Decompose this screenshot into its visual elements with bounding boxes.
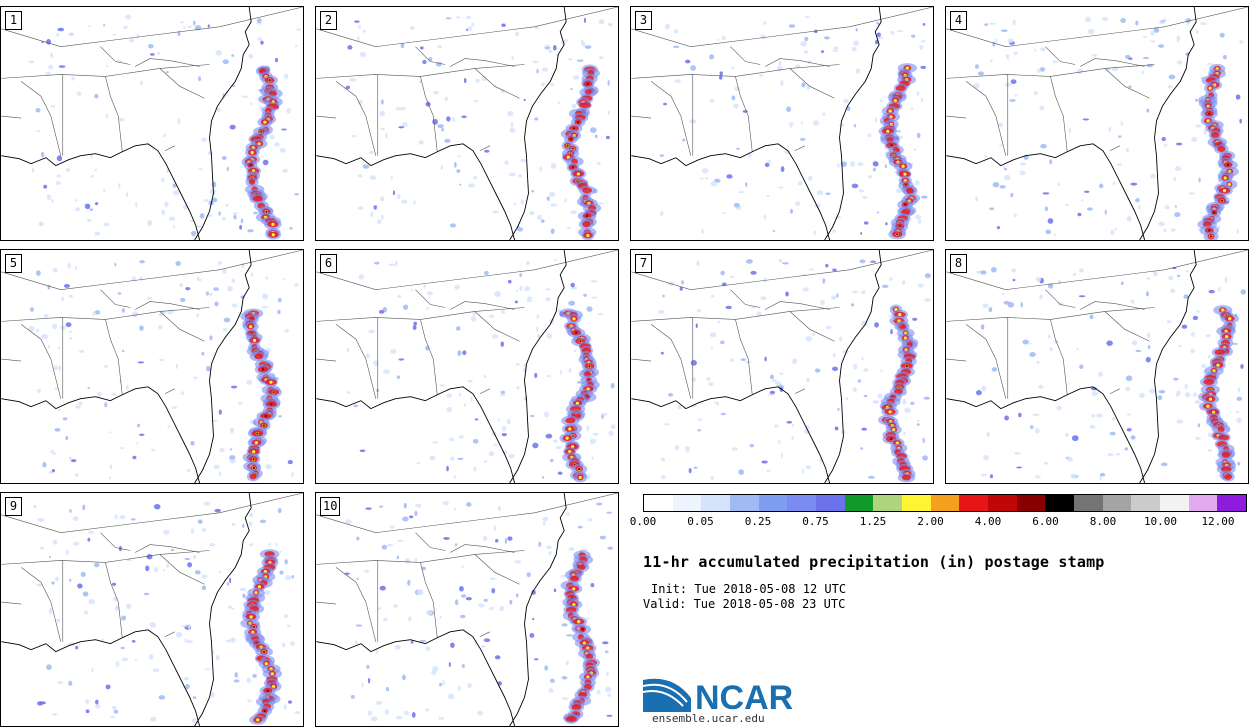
state-borders xyxy=(1,250,303,399)
coastline xyxy=(1,7,252,240)
state-borders xyxy=(631,7,933,156)
member-label-8: 8 xyxy=(950,254,967,273)
member-label-6: 6 xyxy=(320,254,337,273)
colorbar-segment xyxy=(816,495,845,511)
precip-map-6 xyxy=(316,250,618,483)
coastline xyxy=(316,493,567,726)
member-label-9: 9 xyxy=(5,497,22,516)
colorbar-segment xyxy=(701,495,731,511)
ensemble-member-panel-3: 3 xyxy=(630,6,934,241)
precip-field xyxy=(659,16,928,240)
coastline xyxy=(316,7,567,240)
state-borders xyxy=(946,250,1248,399)
colorbar-segment xyxy=(1102,495,1132,511)
ensemble-member-panel-7: 7 xyxy=(630,249,934,484)
colorbar-segment xyxy=(930,495,960,511)
colorbar-tick-label: 8.00 xyxy=(1089,515,1117,528)
member-label-1: 1 xyxy=(5,11,22,30)
member-label-7: 7 xyxy=(635,254,652,273)
precip-field xyxy=(28,260,299,482)
precip-map-5 xyxy=(1,250,303,483)
precip-map-10 xyxy=(316,493,618,726)
colorbar-tick-label: 0.00 xyxy=(629,515,657,528)
precip-map-4 xyxy=(946,7,1248,240)
precip-field xyxy=(33,501,301,725)
precip-field xyxy=(28,14,302,240)
colorbar-segment xyxy=(1160,495,1189,511)
state-borders xyxy=(946,7,1248,156)
svg-text:NCAR: NCAR xyxy=(695,679,793,712)
ensemble-member-panel-4: 4 xyxy=(945,6,1249,241)
coastline xyxy=(946,250,1197,483)
colorbar-segment xyxy=(1131,495,1161,511)
ensemble-member-panel-9: 9 xyxy=(0,492,304,727)
colorbar-segment xyxy=(959,495,989,511)
state-borders xyxy=(316,493,618,642)
precip-field xyxy=(975,266,1246,482)
state-borders xyxy=(316,7,618,156)
colorbar-segment xyxy=(902,495,931,511)
coastline xyxy=(1,250,252,483)
colorbar-segment xyxy=(672,495,702,511)
colorbar-segment xyxy=(730,495,759,511)
colorbar-segment xyxy=(1217,495,1247,511)
colorbar-segment xyxy=(1188,495,1218,511)
ensemble-member-panel-1: 1 xyxy=(0,6,304,241)
state-borders xyxy=(316,250,618,399)
colorbar-segment xyxy=(1074,495,1103,511)
precip-map-1 xyxy=(1,7,303,240)
precip-map-3 xyxy=(631,7,933,240)
member-label-10: 10 xyxy=(320,497,341,516)
precip-field xyxy=(344,500,614,724)
state-borders xyxy=(1,493,303,642)
ncar-logo: NCAR xyxy=(643,678,793,712)
precip-map-8 xyxy=(946,250,1248,483)
plot-title: 11-hr accumulated precipitation (in) pos… xyxy=(643,553,1105,571)
member-label-4: 4 xyxy=(950,11,967,30)
member-label-2: 2 xyxy=(320,11,337,30)
precip-map-2 xyxy=(316,7,618,240)
coastline xyxy=(1,493,252,726)
precip-map-7 xyxy=(631,250,933,483)
ensemble-member-panel-5: 5 xyxy=(0,249,304,484)
ensemble-member-panel-10: 10 xyxy=(315,492,619,727)
colorbar-segment xyxy=(873,495,903,511)
precip-map-9 xyxy=(1,493,303,726)
colorbar-segment xyxy=(787,495,817,511)
colorbar-tick-label: 0.05 xyxy=(687,515,714,528)
init-time: Init: Tue 2018-05-08 12 UTC xyxy=(651,582,847,596)
colorbar-segment xyxy=(644,495,673,511)
colorbar-tick-label: 12.00 xyxy=(1201,515,1235,528)
colorbar-segment xyxy=(844,495,874,511)
colorbar-tick-label: 2.00 xyxy=(917,515,944,528)
colorbar-tick-label: 6.00 xyxy=(1032,515,1059,528)
colorbar-tick-label: 4.00 xyxy=(974,515,1002,528)
colorbar-segment xyxy=(988,495,1017,511)
member-label-5: 5 xyxy=(5,254,22,273)
valid-time: Valid: Tue 2018-05-08 23 UTC xyxy=(643,597,846,611)
colorbar-segment xyxy=(758,495,788,511)
colorbar-tick-label: 0.75 xyxy=(802,515,829,528)
ensemble-member-panel-8: 8 xyxy=(945,249,1249,484)
precip-field xyxy=(657,258,931,483)
state-borders xyxy=(1,7,303,156)
colorbar-segment xyxy=(1045,495,1075,511)
coastline xyxy=(631,7,882,240)
state-borders xyxy=(631,250,933,399)
precip-field xyxy=(345,15,613,240)
coastline xyxy=(946,7,1197,240)
coastline xyxy=(316,250,567,483)
colorbar-tick-label: 0.25 xyxy=(744,515,772,528)
ensemble-url: ensemble.ucar.edu xyxy=(652,712,765,725)
colorbar-tick-label: 10.00 xyxy=(1143,515,1178,528)
precip-field xyxy=(973,16,1244,240)
precip-field xyxy=(346,258,616,483)
coastline xyxy=(631,250,882,483)
colorbar-tick-label: 1.25 xyxy=(859,515,887,528)
ensemble-member-panel-2: 2 xyxy=(315,6,619,241)
colorbar-segment xyxy=(1016,495,1046,511)
ensemble-member-panel-6: 6 xyxy=(315,249,619,484)
member-label-3: 3 xyxy=(635,11,652,30)
precip-colorbar xyxy=(643,494,1247,512)
